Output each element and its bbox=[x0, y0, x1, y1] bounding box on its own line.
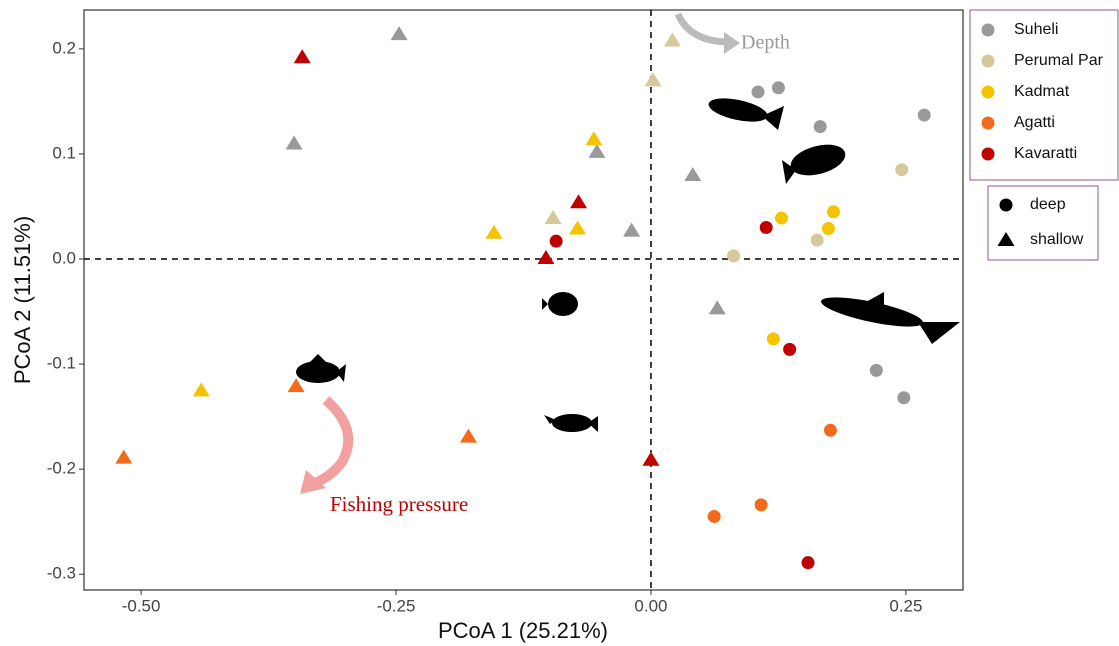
point bbox=[802, 556, 815, 569]
point bbox=[708, 510, 721, 523]
x-tick-label: 0.25 bbox=[889, 596, 922, 615]
legend-label: Perumal Par bbox=[1014, 52, 1104, 69]
point bbox=[895, 163, 908, 176]
point bbox=[760, 221, 773, 234]
annotation: Depth bbox=[741, 32, 790, 54]
legend-label: Agatti bbox=[1014, 114, 1055, 131]
legend-label: Suheli bbox=[1014, 21, 1058, 38]
point bbox=[918, 109, 931, 122]
point bbox=[767, 332, 780, 345]
point bbox=[811, 234, 824, 247]
legend-label: shallow bbox=[1030, 231, 1084, 248]
legend-label: Kadmat bbox=[1014, 83, 1070, 100]
point bbox=[827, 205, 840, 218]
point bbox=[752, 85, 765, 98]
y-axis-title: PCoA 2 (11.51%) bbox=[10, 216, 35, 384]
y-tick-label: 0.1 bbox=[52, 143, 76, 162]
x-tick-label: 0.00 bbox=[634, 596, 667, 615]
legend-swatch bbox=[982, 24, 995, 37]
point bbox=[870, 364, 883, 377]
point bbox=[822, 222, 835, 235]
point bbox=[772, 81, 785, 94]
legend-label: deep bbox=[1030, 196, 1066, 213]
point bbox=[550, 235, 563, 248]
point bbox=[824, 424, 837, 437]
annotation: Fishing pressure bbox=[330, 492, 468, 516]
y-tick-label: -0.2 bbox=[47, 459, 76, 478]
chart: Depth Fishing pressure PCoA 1 (25.21%) P… bbox=[0, 0, 1119, 646]
y-tick-label: 0.0 bbox=[52, 249, 76, 268]
y-tick-label: -0.3 bbox=[47, 564, 76, 583]
legend-swatch bbox=[982, 117, 995, 130]
point bbox=[775, 212, 788, 225]
x-axis-title: PCoA 1 (25.21%) bbox=[438, 618, 608, 643]
legend-swatch bbox=[982, 148, 995, 161]
x-tick-label: -0.25 bbox=[377, 596, 416, 615]
y-tick-label: -0.1 bbox=[47, 354, 76, 373]
point bbox=[755, 498, 768, 511]
point bbox=[814, 120, 827, 133]
x-tick-label: -0.50 bbox=[122, 596, 161, 615]
legend-swatch bbox=[982, 55, 995, 68]
point bbox=[727, 249, 740, 262]
page: {"chart_data": {"type": "scatter", "x_la… bbox=[0, 0, 1119, 646]
y-tick-label: 0.2 bbox=[52, 38, 76, 57]
legend-swatch bbox=[1000, 199, 1013, 212]
legend-label: Kavaratti bbox=[1014, 145, 1077, 162]
point bbox=[897, 391, 910, 404]
legend-swatch bbox=[982, 86, 995, 99]
point bbox=[783, 343, 796, 356]
